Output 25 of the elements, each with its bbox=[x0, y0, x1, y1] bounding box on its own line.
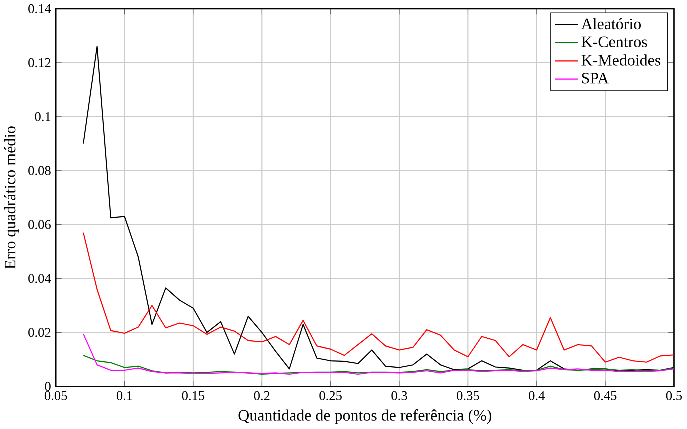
x-tick-label: 0.5 bbox=[666, 392, 682, 401]
line-series bbox=[83, 232, 674, 364]
x-tick-label: 0.15 bbox=[182, 392, 205, 401]
x-tick-label: 0.4 bbox=[529, 392, 545, 401]
x-tick-label: 0.35 bbox=[457, 392, 480, 401]
y-tick-label: 0.08 bbox=[28, 166, 51, 176]
y-axis-title: Erro quadrático médio bbox=[4, 126, 19, 270]
legend-label: Aleatório bbox=[581, 18, 642, 30]
x-tick-label: 0.3 bbox=[392, 392, 408, 401]
x-axis-title: Quantidade de pontos de referência (%) bbox=[238, 410, 492, 424]
legend-label: SPA bbox=[582, 73, 610, 84]
y-tick-label: 0.12 bbox=[28, 58, 51, 68]
x-tick-label: 0.45 bbox=[594, 392, 617, 401]
y-tick-label: 0.06 bbox=[28, 220, 51, 230]
legend-label: K-Medoides bbox=[582, 54, 661, 66]
x-tick-label: 0.25 bbox=[320, 392, 342, 401]
y-tick-label: 0.02 bbox=[28, 328, 51, 338]
legend-label: K-Centros bbox=[582, 36, 648, 48]
y-tick-label: 0.1 bbox=[35, 112, 51, 122]
y-tick-label: 0.14 bbox=[28, 4, 52, 14]
x-tick-label: 0.1 bbox=[116, 392, 132, 401]
y-tick-label: 0.04 bbox=[28, 274, 52, 284]
x-tick-label: 0.05 bbox=[44, 392, 68, 401]
x-tick-label: 0.2 bbox=[254, 392, 270, 401]
y-tick-label: 0 bbox=[45, 382, 51, 392]
